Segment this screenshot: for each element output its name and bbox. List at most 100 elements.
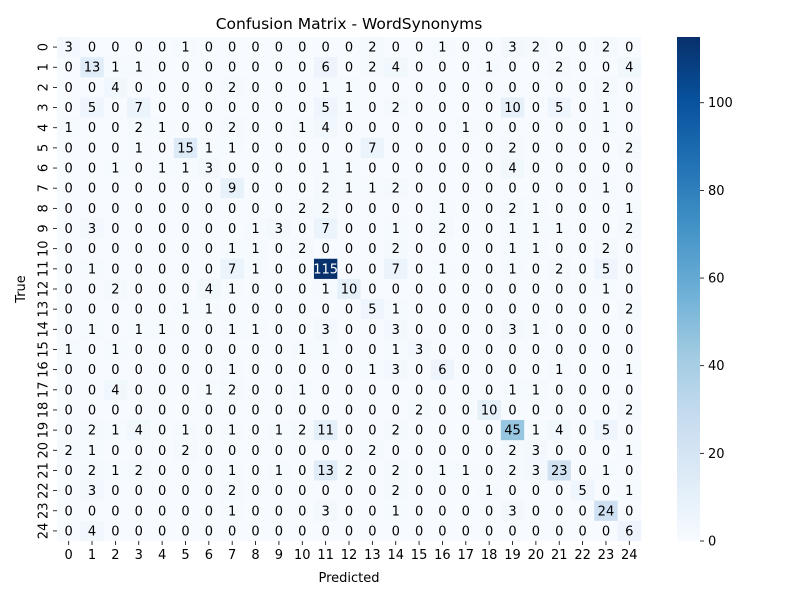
heatmap-cell [407,258,432,280]
heatmap-cell [454,258,478,280]
heatmap-cell [454,359,478,381]
cell-value-label: 0 [602,524,610,539]
cell-value-label: 0 [135,222,143,237]
heatmap-cell [384,500,408,522]
cell-value-label: 1 [251,222,259,237]
heatmap-cell [570,218,595,239]
cell-value-label: 0 [438,383,446,398]
heatmap-cell [57,238,81,260]
cell-value-label: 0 [298,182,306,197]
heatmap-cell [407,299,432,320]
cell-value-label: 0 [368,121,376,136]
heatmap-cell [173,520,198,542]
cell-value-label: 0 [555,383,563,398]
cell-value-label: 0 [555,444,563,459]
heatmap-cell [57,218,81,239]
heatmap-cell [384,379,408,401]
cell-value-label: 115 [313,262,338,277]
heatmap-cell [243,198,268,219]
cell-value-label: 0 [578,61,586,76]
heatmap-cell [220,420,245,441]
heatmap-cell [150,117,175,139]
cell-value-label: 0 [602,383,610,398]
cell-value-label: 0 [368,202,376,217]
cell-value-label: 0 [135,504,143,519]
cell-value-label: 0 [415,182,423,197]
cell-value-label: 2 [602,41,610,56]
heatmap-cell [313,359,338,381]
heatmap-cell [197,77,221,98]
heatmap-cell [524,137,548,159]
cell-value-label: 0 [415,363,423,378]
heatmap-cell [267,460,291,481]
cell-value-label: 0 [111,444,119,459]
heatmap-cell [267,399,291,421]
heatmap-cell [454,57,478,78]
cell-value-label: 0 [415,424,423,439]
cell-value-label: 0 [415,504,423,519]
colorbar-ticks: 0 20 40 60 80 100 [700,96,733,550]
heatmap-cell [617,460,642,481]
heatmap-cell [407,399,432,421]
cell-value-label: 0 [251,464,259,479]
y-tick-label: 15 [37,341,52,358]
cell-value-label: 0 [345,424,353,439]
heatmap-cell [220,77,245,98]
cell-value-label: 0 [251,424,259,439]
heatmap-cell [103,440,128,461]
heatmap-cell [454,117,478,139]
cell-value-label: 4 [111,383,119,398]
cell-value-label: 7 [228,262,236,277]
cell-value-label: 0 [158,524,166,539]
cell-value-label: 0 [251,343,259,358]
heatmap-cell [500,157,525,179]
heatmap-cell [80,77,105,98]
heatmap-cell [384,178,408,199]
heatmap-cell [360,57,385,78]
cell-value-label: 2 [555,262,563,277]
heatmap-cell [407,238,432,260]
heatmap-cell [360,137,385,159]
cell-value-label: 0 [275,182,283,197]
heatmap-cell [290,460,315,481]
heatmap-cell [384,399,408,421]
cell-value-label: 2 [392,484,400,499]
heatmap-cell [267,520,291,542]
x-tick-label: 7 [228,548,236,563]
heatmap-cell [103,359,128,381]
cell-value-label: 1 [602,121,610,136]
cell-value-label: 0 [462,222,470,237]
cell-value-label: 0 [345,343,353,358]
cell-value-label: 1 [111,424,119,439]
cell-value-label: 0 [321,41,329,56]
heatmap-cell [150,299,175,320]
heatmap-cell [384,278,408,300]
heatmap-cell [243,97,268,118]
heatmap-cell [454,319,478,340]
heatmap-cell [360,299,385,320]
heatmap-cell [173,178,198,199]
heatmap-cell [454,500,478,522]
heatmap-cell [290,37,315,58]
cell-value-label: 3 [508,41,516,56]
heatmap-cell [313,460,338,481]
heatmap-cell [220,278,245,300]
heatmap-cell [150,520,175,542]
cell-value-label: 0 [485,383,493,398]
cell-value-label: 0 [275,141,283,156]
heatmap-cell [407,97,432,118]
cell-value-label: 5 [321,101,329,116]
heatmap-cell [173,137,198,159]
heatmap-cell [570,480,595,501]
cell-value-label: 5 [368,303,376,318]
heatmap-cell [150,359,175,381]
cell-value-label: 0 [485,242,493,257]
cell-value-label: 3 [415,343,423,358]
heatmap-cell [267,379,291,401]
heatmap-cell [290,137,315,159]
cell-value-label: 0 [415,81,423,96]
heatmap-cell [454,37,478,58]
heatmap-cell [220,157,245,179]
cell-value-label: 1 [88,262,96,277]
heatmap-cell [547,178,572,199]
